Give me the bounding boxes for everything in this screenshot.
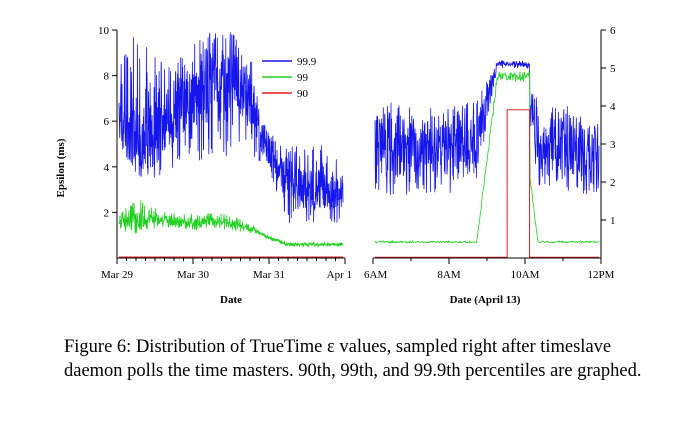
right-chart-series bbox=[374, 60, 600, 258]
left-x-axis-title: Date bbox=[220, 294, 242, 306]
right-y-tick-label: 2 bbox=[610, 177, 616, 189]
figure-caption: Figure 6: Distribution of TrueTime ε val… bbox=[64, 337, 642, 381]
right-x-tick-label: 10AM bbox=[511, 269, 540, 281]
right-y-tick-label: 4 bbox=[610, 101, 616, 113]
right-x-ticks: 6AM 8AM 10AM 12PM bbox=[364, 258, 615, 281]
right-series-999-line bbox=[374, 60, 600, 195]
left-y-tick-label: 10 bbox=[98, 25, 110, 37]
right-y-tick-label: 1 bbox=[610, 215, 616, 227]
right-y-tick-label: 5 bbox=[610, 63, 616, 75]
right-y-ticks: 1 2 3 4 5 6 bbox=[601, 25, 616, 227]
legend-label-999: 99.9 bbox=[297, 56, 317, 68]
left-series-999-line bbox=[118, 32, 344, 224]
left-y-tick-label: 8 bbox=[104, 71, 110, 83]
right-x-tick-label: 12PM bbox=[588, 269, 615, 281]
left-x-tick-label: Mar 30 bbox=[177, 269, 210, 281]
right-x-tick-label: 6AM bbox=[364, 269, 387, 281]
figure-6-chart: 2 4 6 8 10 Mar 29 Mar 30 Mar 31 Apr 1 Epsilon (… bbox=[55, 25, 616, 306]
left-x-tick-label: Mar 29 bbox=[101, 269, 134, 281]
left-chart: 2 4 6 8 10 Mar 29 Mar 30 Mar 31 Apr 1 Epsilon (… bbox=[55, 25, 352, 306]
left-y-tick-label: 4 bbox=[104, 162, 110, 174]
legend: 99.9 99 90 bbox=[262, 56, 317, 100]
right-y-tick-label: 3 bbox=[610, 139, 616, 151]
left-chart-series bbox=[118, 32, 344, 258]
left-series-99-line bbox=[118, 200, 344, 249]
right-x-tick-label: 8AM bbox=[437, 269, 460, 281]
legend-label-90: 90 bbox=[297, 88, 309, 100]
left-y-ticks: 2 4 6 8 10 bbox=[98, 25, 117, 219]
right-series-99-line bbox=[374, 70, 600, 244]
left-x-ticks: Mar 29 Mar 30 Mar 31 Apr 1 bbox=[101, 258, 352, 281]
right-series-90-line bbox=[375, 109, 599, 258]
left-y-axis-title: Epsilon (ms) bbox=[55, 138, 67, 197]
left-y-tick-label: 6 bbox=[104, 116, 110, 128]
left-x-tick-label: Apr 1 bbox=[327, 269, 352, 281]
left-y-tick-label: 2 bbox=[104, 207, 110, 219]
right-x-axis-title: Date (April 13) bbox=[450, 294, 521, 306]
left-x-tick-label: Mar 31 bbox=[253, 269, 285, 281]
right-chart: 1 2 3 4 5 6 6AM 8AM 10AM 12PM Date (April 13) bbox=[364, 25, 616, 306]
legend-label-99: 99 bbox=[297, 72, 309, 84]
right-y-tick-label: 6 bbox=[610, 25, 616, 37]
